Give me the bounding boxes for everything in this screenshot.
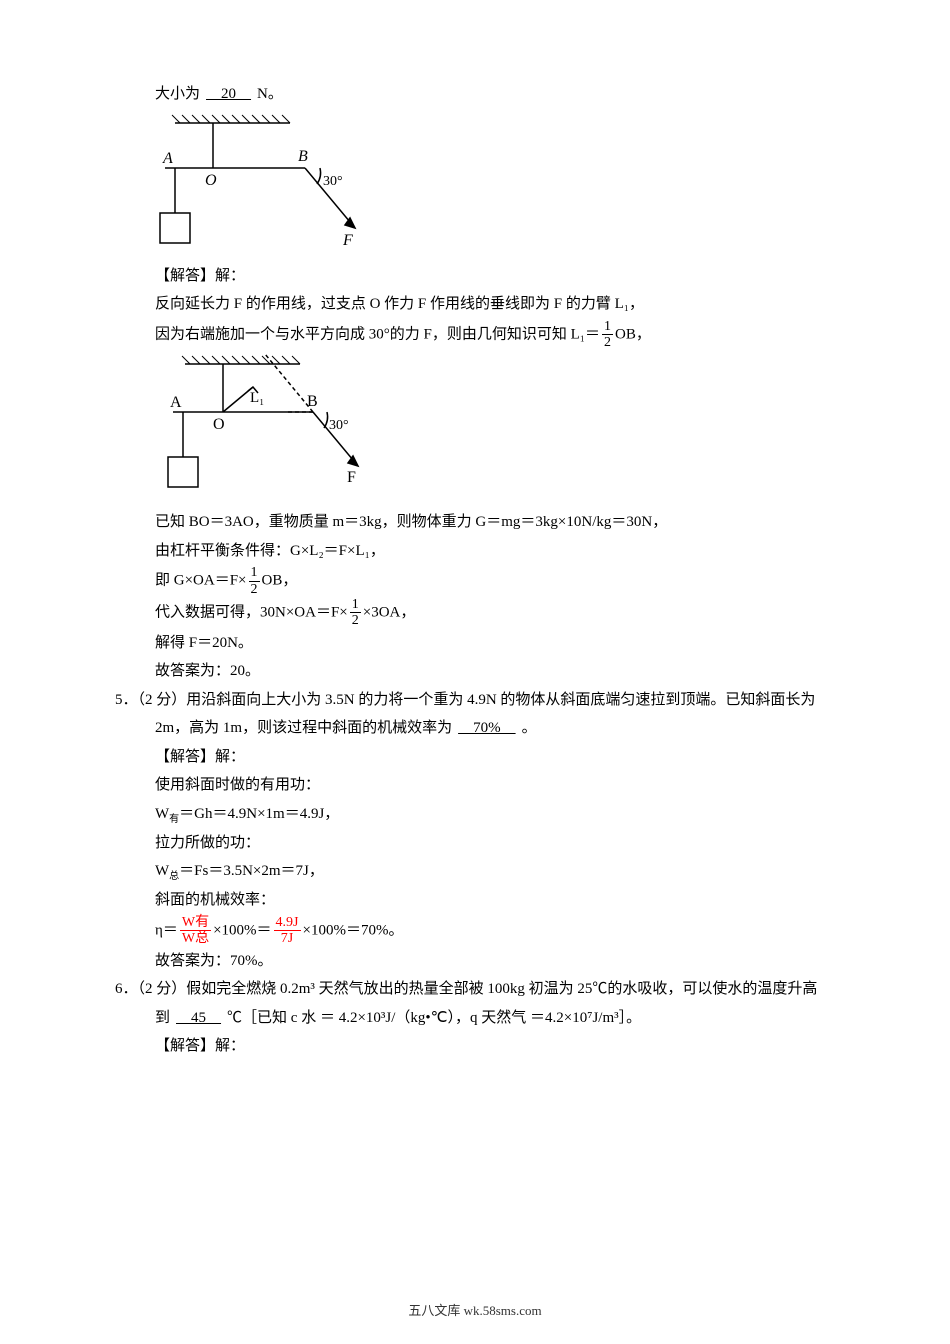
label-A2: A xyxy=(170,394,182,411)
q5b: 。 xyxy=(522,720,537,736)
t: ×100%＝70%。 xyxy=(303,922,404,938)
t: 大小为 xyxy=(155,86,200,102)
answer-heading: 【解答】解： xyxy=(115,1032,820,1061)
t: OB， xyxy=(262,573,298,589)
t: N。 xyxy=(257,86,283,102)
blank-70: 70% xyxy=(452,720,522,736)
q5s4: W总＝Fs＝3.5N×2m＝7J， xyxy=(115,857,820,886)
label-B: B xyxy=(298,148,308,165)
p07: 代入数据可得，30N×OA＝F×12×3OA， xyxy=(115,597,820,629)
p08: 解得 F＝20N。 xyxy=(115,629,820,658)
diagram-1: A B O 30° F xyxy=(155,113,820,258)
t: 解： xyxy=(215,268,245,284)
t: 即 G×OA＝F× xyxy=(155,573,247,589)
q5s5: 斜面的机械效率： xyxy=(115,886,820,915)
answer-heading: 【解答】解： xyxy=(115,262,820,291)
q6b: ℃［已知 c 水 ＝ 4.2×10³J/（kg•℃），q 天然气 ＝4.2×10… xyxy=(227,1010,641,1026)
diagram-2: A B O L₁ 30° F xyxy=(155,354,820,504)
ans-label: 【解答】 xyxy=(155,268,215,284)
label-F: F xyxy=(342,232,353,249)
t: ×100%＝ xyxy=(213,922,271,938)
blank-20: 20 xyxy=(200,86,257,102)
q5s2: W有＝Gh＝4.9N×1m＝4.9J， xyxy=(115,800,820,829)
p03: 因为右端施加一个与水平方向成 30°的力 F，则由几何知识可知 L₁＝12OB， xyxy=(115,319,820,351)
t: 因为右端施加一个与水平方向成 30°的力 F，则由几何知识可知 L₁＝ xyxy=(155,326,600,342)
q6: 6．（2 分）假如完全燃烧 0.2m³ 天然气放出的热量全部被 100kg 初温… xyxy=(115,975,820,1032)
q5-ans: 故答案为：70%。 xyxy=(115,947,820,976)
p05: 由杠杆平衡条件得：G×L₂＝F×L₁， xyxy=(115,537,820,566)
p02: 反向延长力 F 的作用线，过支点 O 作力 F 作用线的垂线即为 F 的力臂 L… xyxy=(115,290,820,319)
frac-half: 12 xyxy=(249,565,260,597)
t: 解： xyxy=(215,1038,245,1054)
t: 代入数据可得，30N×OA＝F× xyxy=(155,604,348,620)
q5-no: 5．（2 分） xyxy=(115,692,186,708)
p09: 故答案为：20。 xyxy=(115,657,820,686)
p-size: 大小为 20 N。 xyxy=(115,80,820,109)
blank-45: 45 xyxy=(170,1010,227,1026)
q5: 5．（2 分）用沿斜面向上大小为 3.5N 的力将一个重为 4.9N 的物体从斜… xyxy=(115,686,820,743)
q5s3: 拉力所做的功： xyxy=(115,829,820,858)
label-O: O xyxy=(205,172,217,189)
label-F2: F xyxy=(347,469,356,486)
q6-no: 6．（2 分） xyxy=(115,981,186,997)
eta-line: η＝W有W总×100%＝4.9J7J×100%＝70%。 xyxy=(115,915,820,947)
ans-label: 【解答】 xyxy=(155,1038,215,1054)
footer: 五八文库 wk.58sms.com xyxy=(0,1299,950,1324)
frac-half: 12 xyxy=(602,319,613,351)
t: 解： xyxy=(215,749,245,765)
label-O2: O xyxy=(213,416,225,433)
label-B2: B xyxy=(307,393,318,410)
q5s1: 使用斜面时做的有用功： xyxy=(115,771,820,800)
p04: 已知 BO＝3AO，重物质量 m＝3kg，则物体重力 G＝mg＝3kg×10N/… xyxy=(115,508,820,537)
ans-label: 【解答】 xyxy=(155,749,215,765)
frac-half: 12 xyxy=(350,597,361,629)
t: ×3OA， xyxy=(363,604,416,620)
label-angle: 30° xyxy=(323,174,343,189)
label-A: A xyxy=(162,150,173,167)
t: OB， xyxy=(615,326,651,342)
frac-eta1: W有W总 xyxy=(180,915,211,947)
eta: η＝ xyxy=(155,922,178,938)
label-L1: L₁ xyxy=(250,390,264,406)
frac-eta2: 4.9J7J xyxy=(274,915,301,947)
answer-heading: 【解答】解： xyxy=(115,743,820,772)
p06: 即 G×OA＝F×12OB， xyxy=(115,565,820,597)
label-angle2: 30° xyxy=(329,418,349,433)
